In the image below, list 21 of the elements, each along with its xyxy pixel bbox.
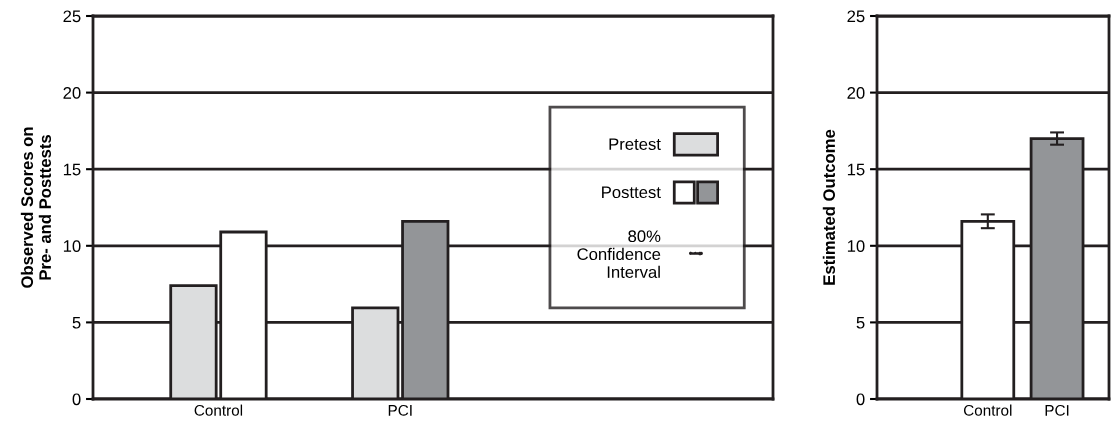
x-tick-label: PCI <box>388 404 412 416</box>
y-tick-label: 5 <box>856 316 865 329</box>
y-tick-label: 25 <box>847 10 865 23</box>
y-tick-label: 10 <box>847 240 865 252</box>
y-axis-title: Estimated Outcome <box>822 129 836 285</box>
y-tick-label: 15 <box>63 163 81 176</box>
y-tick-label: 0 <box>856 393 865 406</box>
y-tick-label: 15 <box>847 163 865 176</box>
y-tick-label: 20 <box>63 87 81 99</box>
text: 80% Confidence Interval <box>577 230 661 279</box>
x-tick-label: Control <box>194 404 243 416</box>
y-tick-label: 0 <box>72 393 81 406</box>
x-tick-label: Control <box>963 404 1012 416</box>
y-tick-label: 10 <box>63 240 81 252</box>
y-tick-label: 20 <box>847 87 865 99</box>
y-tick-label: 25 <box>63 10 81 23</box>
legend-label: Pretest <box>609 138 661 151</box>
y-axis-title: Observed Scores on Pre- and Posttests <box>20 127 52 288</box>
legend-label: Posttest <box>602 186 661 199</box>
x-tick-label: PCI <box>1045 404 1069 416</box>
y-tick-label: 5 <box>72 316 81 329</box>
